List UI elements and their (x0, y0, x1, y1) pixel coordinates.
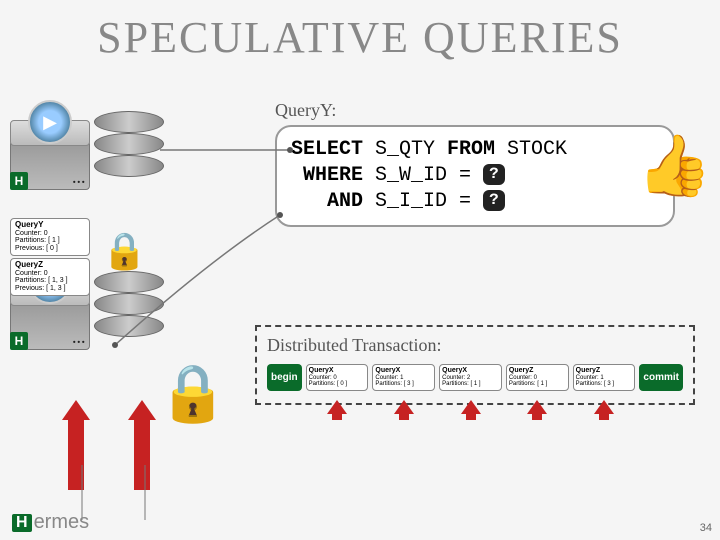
param-placeholder: ? (483, 190, 505, 211)
param-placeholder: ? (483, 164, 505, 185)
lock-icon: 🔒 (102, 230, 147, 272)
query-panel: QueryY: SELECT S_QTY FROM STOCK WHERE S_… (275, 100, 675, 227)
red-arrow-icon (461, 400, 481, 414)
database-icon (94, 265, 164, 345)
red-arrow-icon (394, 400, 414, 414)
thumbs-up-icon: 👍 (637, 130, 712, 201)
slide-title: SPECULATIVE QUERIES (0, 0, 720, 71)
red-arrow-icon (130, 400, 154, 490)
brand-footer: Hermes (12, 511, 89, 534)
begin-pill: begin (267, 364, 302, 391)
page-number: 34 (700, 522, 712, 534)
txn-query: QueryX Counter: 2Partitions: [ 1 ] (439, 364, 502, 391)
red-arrow-icon (527, 400, 547, 414)
query-label: QueryY: (275, 100, 675, 121)
play-gear-icon: ▶ (28, 100, 72, 144)
transaction-row: begin QueryX Counter: 0Partitions: [ 0 ]… (267, 364, 683, 391)
h-badge: H (10, 172, 28, 190)
txn-query: QueryZ Counter: 1Partitions: [ 3 ] (573, 364, 636, 391)
h-logo-icon: H (12, 514, 32, 532)
txn-query: QueryX Counter: 1Partitions: [ 3 ] (372, 364, 435, 391)
commit-pill: commit (639, 364, 683, 391)
txn-query: QueryZ Counter: 0Partitions: [ 1 ] (506, 364, 569, 391)
mini-query-cards: QueryY Counter: 0 Partitions: [ 1 ] Prev… (10, 218, 90, 296)
red-arrow-icon (64, 400, 88, 490)
transaction-panel: Distributed Transaction: begin QueryX Co… (255, 325, 695, 405)
server-icon: ▶ H ... (10, 100, 90, 190)
lock-icon: 🔒 (158, 360, 228, 426)
mini-query-y: QueryY Counter: 0 Partitions: [ 1 ] Prev… (10, 218, 90, 256)
ellipsis-icon: ... (73, 172, 87, 188)
transaction-label: Distributed Transaction: (267, 335, 683, 356)
node-top: ▶ H ... (10, 100, 260, 190)
mini-query-z: QueryZ Counter: 0 Partitions: [ 1, 3 ] P… (10, 258, 90, 296)
txn-query: QueryX Counter: 0Partitions: [ 0 ] (306, 364, 369, 391)
database-icon (94, 105, 164, 185)
ellipsis-icon: ... (73, 332, 87, 348)
red-arrow-icon (327, 400, 347, 414)
sql-code: SELECT S_QTY FROM STOCK WHERE S_W_ID = ?… (275, 125, 675, 227)
h-badge: H (10, 332, 28, 350)
red-arrow-icon (594, 400, 614, 414)
